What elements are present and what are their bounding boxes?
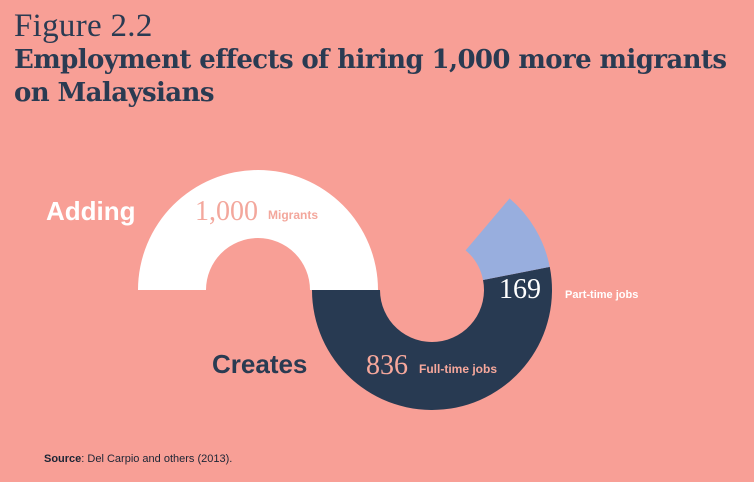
source-note: Source: Del Carpio and others (2013). [44, 453, 232, 465]
full-time-value: 836 [366, 350, 408, 381]
migrants-label: Migrants [268, 208, 318, 222]
full-time-label: Full-time jobs [419, 362, 497, 376]
chart: Adding Creates 1,000 Migrants 836 Full-t… [46, 170, 638, 411]
part-time-value: 169 [499, 274, 541, 305]
chart-title: Employment effects of hiring 1,000 more … [14, 45, 727, 108]
group-label-adding: Adding [46, 196, 136, 226]
part-time-label: Part-time jobs [565, 289, 638, 301]
source-text: : Del Carpio and others (2013). [81, 453, 233, 465]
migrants-arc [138, 170, 378, 290]
figure-label: Figure 2.2 [14, 8, 153, 44]
group-label-creates: Creates [212, 349, 307, 379]
source-label: Source [44, 453, 82, 465]
full-time-jobs-arc [312, 266, 552, 411]
part-time-jobs-arc [465, 198, 550, 280]
migrants-value: 1,000 [195, 196, 258, 227]
